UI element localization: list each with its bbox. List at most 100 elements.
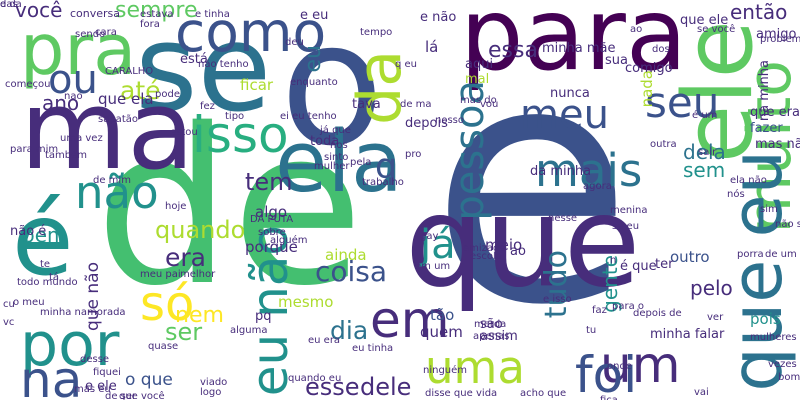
cloud-word-ano: ano xyxy=(42,91,80,115)
cloud-word-das: das xyxy=(0,0,18,10)
cloud-word-essa: essa xyxy=(488,38,538,63)
cloud-word-eu-tinha: eu tinha xyxy=(352,343,394,354)
cloud-word-pois: pois xyxy=(750,310,781,328)
cloud-word-que-ele: que ele xyxy=(680,13,729,28)
cloud-word-que-ela: que ela xyxy=(98,90,154,108)
cloud-word-amigo: amigo xyxy=(756,27,797,42)
cloud-word-eu: eu xyxy=(301,45,326,73)
cloud-word-que-era: que era xyxy=(750,105,800,120)
cloud-word-onde: onde xyxy=(607,361,632,372)
cloud-word-meio: meio xyxy=(485,236,523,254)
cloud-word-sem: sem xyxy=(683,158,726,182)
cloud-word-n-o: não é xyxy=(10,224,47,239)
cloud-word-vou: vou xyxy=(480,99,499,110)
cloud-word-porra: porra xyxy=(737,249,764,260)
cloud-word-q-eu: q eu xyxy=(395,59,418,70)
cloud-word-nao: nao xyxy=(64,91,83,102)
cloud-word-tudo: tudo xyxy=(539,250,574,319)
cloud-word-nem: nem xyxy=(175,303,224,328)
cloud-word-que-eu: que eu xyxy=(716,150,798,392)
cloud-word-mesmo: mesmo xyxy=(278,293,334,311)
cloud-word-e-da: e da xyxy=(0,0,22,10)
cloud-word-em: em xyxy=(370,291,450,349)
cloud-word-outro: outro xyxy=(670,248,710,266)
cloud-word-sempre: sempre xyxy=(115,0,198,23)
cloud-word-vai: vai xyxy=(694,387,709,398)
cloud-word-mulher: mulher xyxy=(314,161,350,172)
cloud-word-dos: dos xyxy=(652,44,670,55)
cloud-word-amizade: amizade xyxy=(463,243,506,254)
cloud-word-at: até xyxy=(120,76,161,105)
cloud-word-pq: pq xyxy=(255,309,272,324)
cloud-word-para: para xyxy=(460,0,688,93)
cloud-word-n-o: não xyxy=(75,166,159,219)
cloud-word-fora: fora xyxy=(140,19,160,30)
cloud-word-nunca: nunca xyxy=(550,86,590,101)
cloud-word-porque: porque xyxy=(245,238,298,256)
cloud-word-tempo: tempo xyxy=(360,27,393,38)
cloud-word-para-mim: para mim xyxy=(10,144,59,155)
cloud-word-apenas: apenas xyxy=(473,331,510,342)
cloud-word-te: te xyxy=(40,259,51,270)
cloud-word-minha-m-e: minha mãe xyxy=(542,41,616,56)
cloud-word-ela: ela xyxy=(275,113,403,212)
cloud-word-word: é xyxy=(12,181,74,298)
cloud-word-n-o-sei: não sei xyxy=(775,219,800,230)
cloud-word-alguma: alguma xyxy=(230,325,268,336)
cloud-word-cara: cara xyxy=(95,27,117,38)
cloud-word-sobre: sobre xyxy=(258,227,286,238)
cloud-word-sair: sair xyxy=(698,147,717,158)
cloud-word-problema: problema xyxy=(760,34,800,45)
cloud-word-que-voc: que você xyxy=(119,391,165,400)
cloud-word-fazer: fazer xyxy=(750,121,783,136)
cloud-word-vc: vc xyxy=(3,317,15,328)
cloud-word-para-o: para o xyxy=(612,301,645,312)
cloud-word-quando-eu: quando eu xyxy=(288,373,342,384)
cloud-word-sapat-o: sapatão xyxy=(98,114,138,125)
cloud-word-vezes: vezes xyxy=(768,359,797,370)
cloud-word-melhor: melhor xyxy=(180,269,216,280)
cloud-word-l: lá xyxy=(425,38,439,56)
cloud-word-quem: quem xyxy=(420,323,463,341)
cloud-word-conversa: conversa xyxy=(70,7,121,20)
cloud-word-tipo: tipo xyxy=(225,111,245,122)
cloud-word-mais: mais xyxy=(535,144,643,197)
cloud-word-de-ma: de ma xyxy=(400,99,432,110)
cloud-word-pela: pela xyxy=(350,157,372,168)
cloud-word-um: é um xyxy=(692,110,718,121)
cloud-word-desse: desse xyxy=(80,354,110,365)
cloud-word-foi: foi xyxy=(575,346,638,400)
cloud-word-voc: você xyxy=(15,0,63,22)
cloud-word-minha-falar: minha falar xyxy=(650,327,725,342)
cloud-word-o-que: o que xyxy=(125,370,173,390)
cloud-word-que-n-o: que não xyxy=(83,262,103,332)
cloud-word-se-eu: se eu xyxy=(612,221,640,232)
cloud-word-mulheres: mulheres xyxy=(750,332,797,343)
cloud-word-ver: ver xyxy=(707,312,724,323)
cloud-word-da-puta: DA PUTA xyxy=(250,214,294,225)
cloud-word-merda: merda xyxy=(474,319,507,330)
cloud-word-algu-m: alguém xyxy=(270,235,308,246)
cloud-word-de: de xyxy=(95,82,364,333)
cloud-word-agora: agora xyxy=(583,181,612,192)
cloud-word-estava: estava xyxy=(140,9,174,20)
cloud-word-n: n xyxy=(610,255,617,266)
cloud-word-nos: nos xyxy=(330,140,348,151)
cloud-word-meu-pai: meu pai xyxy=(140,269,181,280)
cloud-word-comigo: comigo xyxy=(625,61,673,76)
cloud-word-pode: pode xyxy=(155,89,180,100)
cloud-word-n-s: nós xyxy=(727,189,745,200)
cloud-word-tem: tem xyxy=(245,168,293,196)
cloud-word-eu-era: eu era xyxy=(308,335,341,346)
cloud-word-tava: tava xyxy=(352,97,381,112)
cloud-word-ma: ma xyxy=(20,66,195,194)
cloud-word-enquanto: enquanto xyxy=(290,77,338,88)
cloud-word-dia: dia xyxy=(330,316,369,345)
cloud-word-pro: pro xyxy=(405,149,422,160)
cloud-word-assim: assim xyxy=(480,329,518,344)
cloud-word-na: na xyxy=(20,351,83,400)
cloud-word-sinto: sinto xyxy=(324,152,349,163)
cloud-word-ser: ser xyxy=(165,318,203,346)
cloud-word-ao: ao xyxy=(510,244,526,259)
